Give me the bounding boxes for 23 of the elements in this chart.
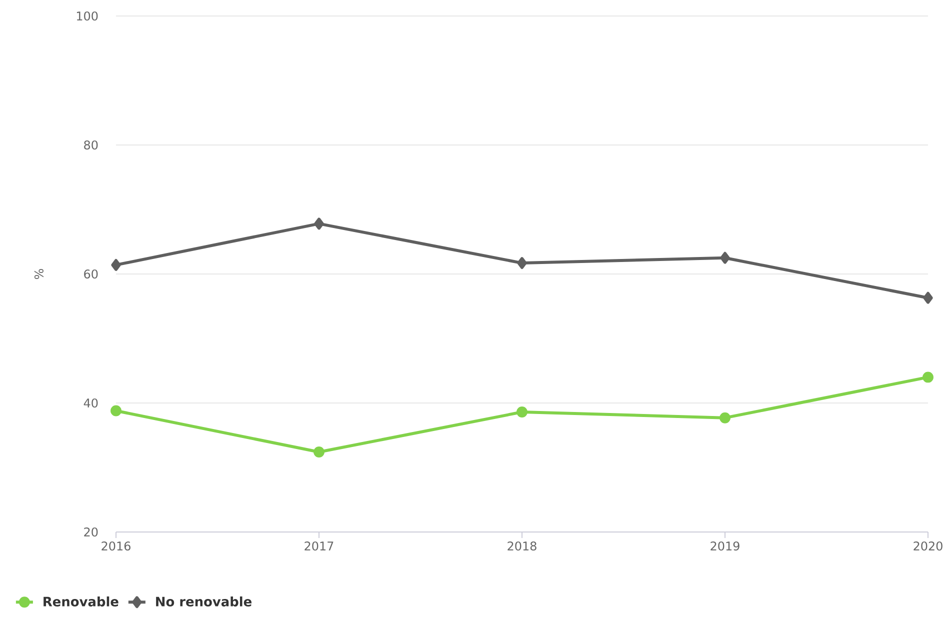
point	[720, 252, 730, 264]
point	[110, 405, 122, 416]
point	[516, 406, 528, 418]
legend-label: Renovable	[44, 596, 118, 606]
point	[517, 257, 527, 270]
y-tick-label: 40	[84, 398, 98, 408]
x-tick-label: 2017	[304, 541, 334, 551]
point	[720, 412, 730, 424]
legend-label: No renovable	[156, 596, 252, 606]
x-tick-label: 2018	[508, 541, 536, 551]
x-tick-label: 2019	[710, 541, 740, 551]
y-tick-label: 20	[84, 527, 98, 537]
y-tick-label: 100	[76, 11, 98, 21]
y-axis-title: %	[34, 268, 44, 280]
point	[314, 446, 324, 458]
x-tick-label: 2020	[914, 541, 942, 551]
x-tick-label: 2016	[102, 541, 130, 551]
y-tick-label: 80	[84, 140, 98, 150]
point	[314, 218, 324, 230]
point	[923, 292, 933, 304]
y-tick-label: 60	[84, 269, 98, 279]
point	[111, 258, 121, 271]
point	[922, 372, 934, 383]
